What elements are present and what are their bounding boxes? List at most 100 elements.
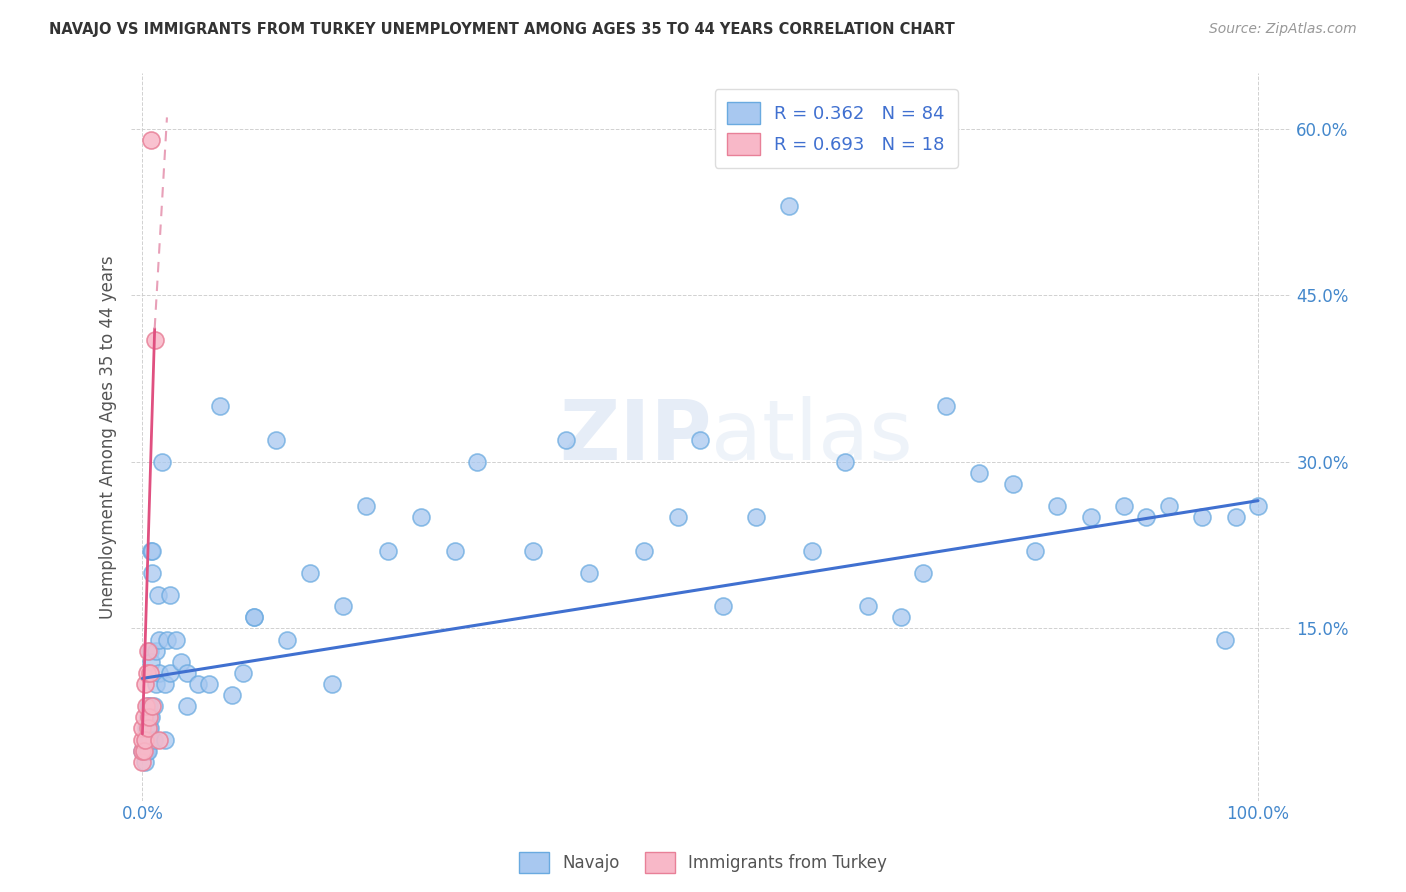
Point	[131, 722, 153, 736]
Point	[198, 677, 221, 691]
Text: atlas: atlas	[711, 396, 912, 477]
Point	[142, 732, 165, 747]
Point	[145, 677, 167, 691]
Point	[935, 399, 957, 413]
Point	[800, 543, 823, 558]
Point	[578, 566, 600, 580]
Point	[856, 599, 879, 614]
Point	[131, 744, 153, 758]
Point	[633, 543, 655, 558]
Point	[1135, 510, 1157, 524]
Point	[912, 566, 935, 580]
Point	[138, 732, 160, 747]
Point	[145, 643, 167, 657]
Point	[377, 543, 399, 558]
Point	[834, 455, 856, 469]
Point	[136, 722, 159, 736]
Point	[139, 722, 162, 736]
Point	[666, 510, 689, 524]
Point	[967, 466, 990, 480]
Point	[131, 755, 153, 769]
Point	[135, 744, 157, 758]
Point	[138, 710, 160, 724]
Point	[135, 744, 157, 758]
Point	[143, 333, 166, 347]
Point	[276, 632, 298, 647]
Point	[1046, 500, 1069, 514]
Point	[232, 665, 254, 680]
Point	[139, 643, 162, 657]
Point	[354, 500, 377, 514]
Point	[1080, 510, 1102, 524]
Point	[141, 133, 163, 147]
Point	[1191, 510, 1213, 524]
Legend: Navajo, Immigrants from Turkey: Navajo, Immigrants from Turkey	[512, 846, 894, 880]
Text: Source: ZipAtlas.com: Source: ZipAtlas.com	[1209, 22, 1357, 37]
Point	[135, 699, 157, 714]
Point	[332, 599, 354, 614]
Text: NAVAJO VS IMMIGRANTS FROM TURKEY UNEMPLOYMENT AMONG AGES 35 TO 44 YEARS CORRELAT: NAVAJO VS IMMIGRANTS FROM TURKEY UNEMPLO…	[49, 22, 955, 37]
Point	[135, 722, 157, 736]
Point	[141, 655, 163, 669]
Point	[176, 699, 198, 714]
Point	[148, 632, 170, 647]
Point	[1225, 510, 1247, 524]
Point	[134, 755, 156, 769]
Point	[132, 744, 155, 758]
Point	[136, 732, 159, 747]
Point	[139, 665, 162, 680]
Point	[411, 510, 433, 524]
Point	[1213, 632, 1236, 647]
Point	[132, 710, 155, 724]
Point	[141, 566, 163, 580]
Point	[148, 665, 170, 680]
Point	[134, 677, 156, 691]
Point	[778, 199, 800, 213]
Point	[141, 543, 163, 558]
Point	[159, 588, 181, 602]
Point	[153, 677, 176, 691]
Point	[1114, 500, 1136, 514]
Point	[139, 732, 162, 747]
Point	[243, 610, 266, 624]
Point	[711, 599, 734, 614]
Point	[138, 710, 160, 724]
Point	[142, 699, 165, 714]
Point	[1247, 500, 1270, 514]
Point	[1157, 500, 1180, 514]
Point	[187, 677, 209, 691]
Point	[1024, 543, 1046, 558]
Point	[221, 688, 243, 702]
Point	[1001, 477, 1024, 491]
Point	[321, 677, 343, 691]
Y-axis label: Unemployment Among Ages 35 to 44 years: Unemployment Among Ages 35 to 44 years	[100, 255, 117, 619]
Point	[298, 566, 321, 580]
Point	[153, 732, 176, 747]
Point	[243, 610, 266, 624]
Point	[136, 643, 159, 657]
Point	[141, 699, 163, 714]
Point	[136, 699, 159, 714]
Text: ZIP: ZIP	[558, 396, 711, 477]
Point	[148, 732, 170, 747]
Point	[522, 543, 544, 558]
Point	[141, 543, 163, 558]
Point	[138, 722, 160, 736]
Point	[165, 632, 187, 647]
Point	[170, 655, 193, 669]
Point	[555, 433, 578, 447]
Point	[745, 510, 768, 524]
Point	[465, 455, 488, 469]
Point	[264, 433, 287, 447]
Point	[135, 732, 157, 747]
Point	[136, 710, 159, 724]
Point	[146, 588, 169, 602]
Point	[141, 710, 163, 724]
Point	[689, 433, 711, 447]
Point	[131, 744, 153, 758]
Point	[138, 699, 160, 714]
Point	[131, 732, 153, 747]
Point	[136, 744, 159, 758]
Point	[890, 610, 912, 624]
Point	[156, 632, 179, 647]
